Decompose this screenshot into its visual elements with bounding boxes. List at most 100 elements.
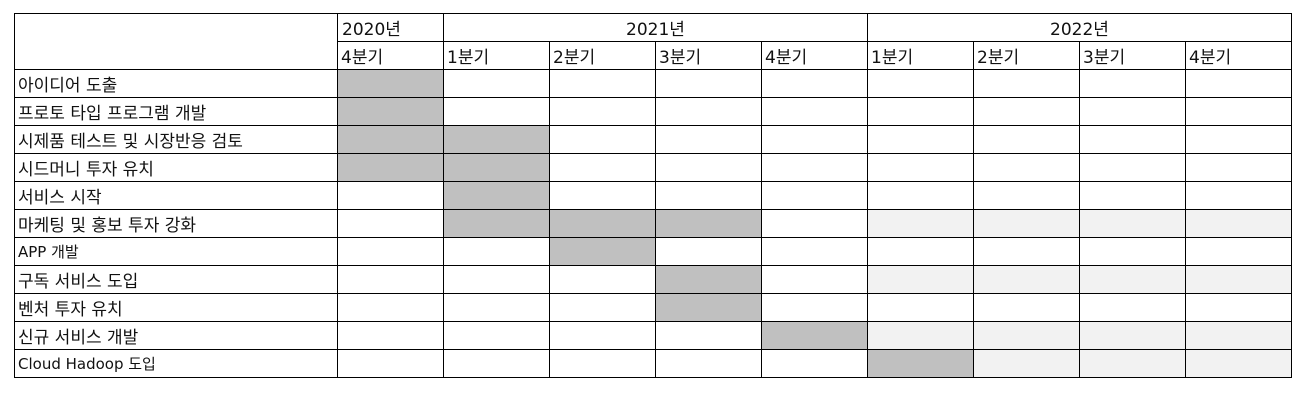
schedule-cell-active — [337, 97, 444, 126]
schedule-cell-empty — [655, 181, 762, 210]
corner-cell — [14, 13, 338, 70]
quarter-header-row: 4분기 1분기 2분기 3분기 4분기 1분기 2분기 3분기 4분기 — [15, 41, 1292, 70]
schedule-cell-empty — [549, 181, 656, 210]
schedule-cell-active — [655, 209, 762, 238]
schedule-cell-empty — [655, 237, 762, 266]
task-label: 벤처 투자 유치 — [14, 293, 338, 322]
schedule-cell-empty — [443, 321, 550, 350]
schedule-cell-empty — [1079, 237, 1186, 266]
quarter-header: 4분기 — [761, 41, 868, 70]
schedule-cell-planned — [1185, 265, 1292, 294]
schedule-cell-empty — [761, 349, 868, 378]
gantt-body: 2020년 2021년 2022년 4분기 1분기 2분기 3분기 4분기 1분… — [14, 13, 1292, 378]
schedule-cell-planned — [1185, 349, 1292, 378]
schedule-cell-active — [443, 125, 550, 154]
schedule-cell-planned — [973, 265, 1080, 294]
schedule-cell-empty — [443, 349, 550, 378]
schedule-cell-planned — [1079, 265, 1186, 294]
schedule-cell-active — [443, 209, 550, 238]
schedule-cell-empty — [443, 69, 550, 98]
schedule-cell-empty — [337, 181, 444, 210]
schedule-cell-empty — [761, 153, 868, 182]
task-label: 시제품 테스트 및 시장반응 검토 — [14, 125, 338, 154]
schedule-cell-planned — [867, 209, 974, 238]
schedule-cell-empty — [655, 69, 762, 98]
schedule-cell-empty — [761, 265, 868, 294]
schedule-cell-empty — [337, 209, 444, 238]
schedule-cell-empty — [867, 153, 974, 182]
schedule-cell-empty — [1185, 97, 1292, 126]
schedule-cell-planned — [973, 321, 1080, 350]
schedule-cell-empty — [443, 265, 550, 294]
schedule-cell-active — [761, 321, 868, 350]
schedule-cell-empty — [549, 293, 656, 322]
schedule-cell-empty — [761, 97, 868, 126]
schedule-cell-empty — [1185, 153, 1292, 182]
year-header-2022: 2022년 — [867, 13, 1292, 42]
schedule-cell-empty — [443, 97, 550, 126]
schedule-cell-empty — [337, 237, 444, 266]
schedule-cell-planned — [973, 349, 1080, 378]
schedule-cell-empty — [761, 293, 868, 322]
schedule-cell-active — [655, 293, 762, 322]
schedule-cell-empty — [761, 125, 868, 154]
schedule-cell-empty — [973, 293, 1080, 322]
task-row: 마케팅 및 홍보 투자 강화 — [14, 209, 1292, 238]
quarter-header: 2분기 — [973, 41, 1080, 70]
schedule-cell-empty — [867, 97, 974, 126]
schedule-cell-empty — [867, 181, 974, 210]
schedule-cell-planned — [1185, 321, 1292, 350]
schedule-cell-empty — [973, 125, 1080, 154]
schedule-cell-empty — [337, 265, 444, 294]
task-row: Cloud Hadoop 도입 — [14, 349, 1292, 378]
task-row: 구독 서비스 도입 — [14, 265, 1292, 294]
schedule-cell-empty — [549, 125, 656, 154]
schedule-cell-empty — [549, 321, 656, 350]
schedule-cell-active — [337, 69, 444, 98]
schedule-cell-empty — [655, 125, 762, 154]
quarter-header: 3분기 — [655, 41, 762, 70]
quarter-header: 3분기 — [1079, 41, 1186, 70]
schedule-cell-planned — [867, 321, 974, 350]
year-header-row: 2020년 2021년 2022년 — [14, 13, 1292, 70]
schedule-cell-empty — [761, 237, 868, 266]
task-label: 구독 서비스 도입 — [14, 265, 338, 294]
schedule-cell-empty — [761, 69, 868, 98]
schedule-cell-empty — [973, 237, 1080, 266]
schedule-cell-empty — [1185, 293, 1292, 322]
schedule-cell-empty — [1079, 153, 1186, 182]
year-header-2021: 2021년 — [443, 13, 868, 42]
schedule-cell-empty — [1079, 69, 1186, 98]
quarter-header: 1분기 — [443, 41, 550, 70]
schedule-cell-empty — [443, 237, 550, 266]
schedule-cell-empty — [867, 69, 974, 98]
schedule-cell-active — [549, 209, 656, 238]
year-header-2020: 2020년 — [337, 13, 444, 42]
schedule-cell-empty — [549, 69, 656, 98]
schedule-cell-empty — [973, 69, 1080, 98]
quarter-header: 1분기 — [867, 41, 974, 70]
schedule-cell-empty — [867, 293, 974, 322]
quarter-header: 4분기 — [337, 41, 444, 70]
schedule-cell-planned — [867, 265, 974, 294]
schedule-cell-empty — [867, 237, 974, 266]
task-row: 서비스 시작 — [14, 181, 1292, 210]
quarter-header: 2분기 — [549, 41, 656, 70]
task-label: 마케팅 및 홍보 투자 강화 — [14, 209, 338, 238]
task-row: 신규 서비스 개발 — [14, 321, 1292, 350]
task-row: APP 개발 — [14, 237, 1292, 266]
schedule-cell-empty — [337, 321, 444, 350]
task-row: 시제품 테스트 및 시장반응 검토 — [14, 125, 1292, 154]
schedule-cell-empty — [1185, 181, 1292, 210]
task-label: APP 개발 — [14, 237, 338, 266]
task-row: 프로토 타입 프로그램 개발 — [14, 97, 1292, 126]
task-label: 신규 서비스 개발 — [14, 321, 338, 350]
schedule-cell-empty — [1079, 181, 1186, 210]
schedule-cell-empty — [655, 349, 762, 378]
schedule-cell-empty — [549, 97, 656, 126]
schedule-cell-empty — [867, 125, 974, 154]
schedule-cell-empty — [1079, 125, 1186, 154]
task-row: 아이디어 도출 — [14, 69, 1292, 98]
schedule-cell-planned — [1079, 209, 1186, 238]
quarter-header: 4분기 — [1185, 41, 1292, 70]
